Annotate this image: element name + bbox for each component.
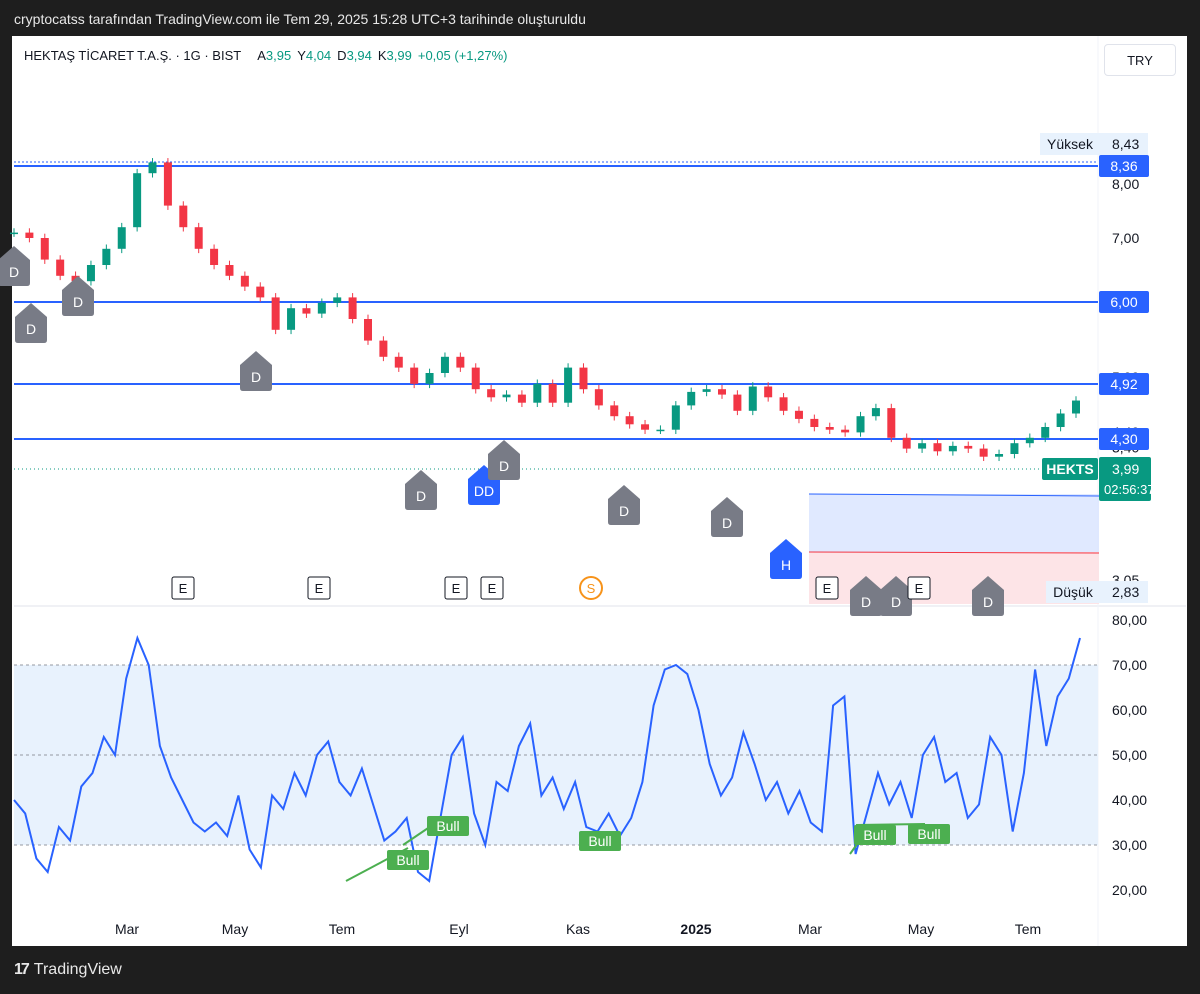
tradingview-icon: 17: [14, 961, 30, 978]
low-label: D: [337, 48, 347, 63]
footer-bar: 17 TradingView: [0, 950, 1200, 994]
symbol-title[interactable]: HEKTAŞ TİCARET T.A.Ş. · 1G · BIST: [24, 48, 242, 63]
chart-frame: [12, 36, 1187, 946]
open-label: A: [257, 48, 266, 63]
symbol-header: HEKTAŞ TİCARET T.A.Ş. · 1G · BIST A 3,95 …: [24, 48, 507, 63]
high-value: 4,04: [305, 48, 332, 63]
high-label: Y: [297, 48, 306, 63]
change-value: +0,05 (+1,27%): [417, 48, 508, 63]
brand-logo[interactable]: 17 TradingView: [14, 961, 122, 979]
open-value: 3,95: [265, 48, 292, 63]
currency-button[interactable]: TRY: [1104, 44, 1176, 76]
close-value: 3,99: [386, 48, 412, 63]
low-value: 3,94: [346, 48, 372, 63]
close-label: K: [377, 48, 387, 63]
snapshot-caption: cryptocatss tarafından TradingView.com i…: [14, 11, 586, 27]
top-caption-bar: cryptocatss tarafından TradingView.com i…: [0, 0, 1200, 36]
brand-name: TradingView: [33, 961, 122, 978]
